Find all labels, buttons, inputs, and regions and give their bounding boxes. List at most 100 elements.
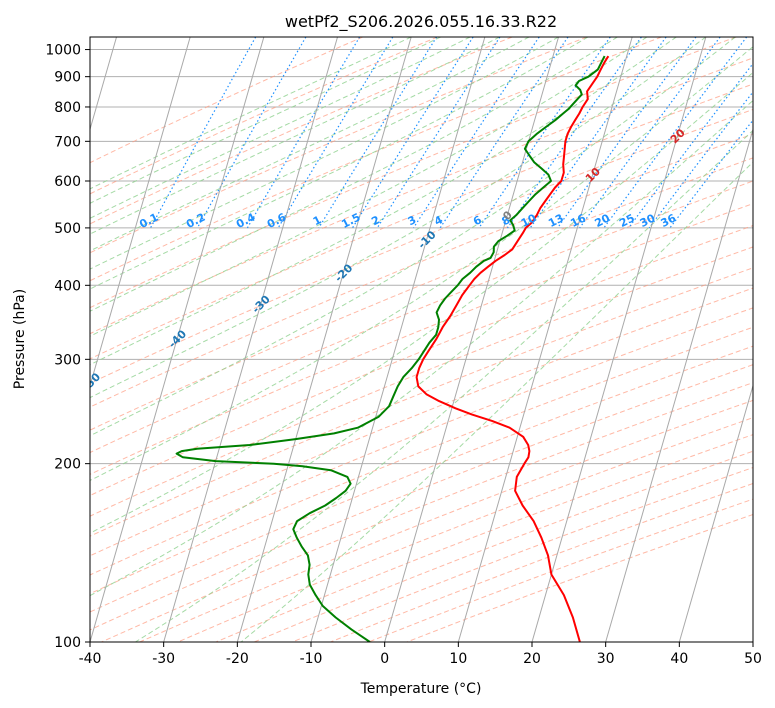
x-tick-label: -20 (226, 651, 249, 667)
dry-adiabat-line (90, 345, 753, 613)
moist-adiabat-line (240, 161, 753, 642)
isotherm-line (605, 127, 753, 642)
mixing-ratio-label: 25 (617, 212, 637, 231)
x-axis-label: Temperature (°C) (360, 681, 482, 697)
mixing-ratio-line (376, 37, 501, 229)
x-tick-label: 40 (670, 651, 688, 667)
mixing-ratio-line (439, 37, 569, 229)
mixing-ratio-line (603, 37, 748, 229)
mixing-ratio-line (669, 119, 753, 229)
mixing-ratio-label: 10 (519, 211, 539, 230)
mixing-ratio-line (412, 37, 540, 229)
isotherm-line (310, 37, 486, 642)
moist-adiabat-line (90, 37, 618, 312)
y-tick-label: 900 (54, 70, 81, 86)
x-tick-label: 0 (380, 651, 389, 667)
isotherm-line (457, 37, 633, 642)
dry-adiabat-line (215, 434, 753, 642)
moist-adiabat-line (90, 37, 441, 204)
mixing-ratio-line (648, 90, 753, 229)
mixing-ratio-label: 20 (593, 211, 613, 230)
isotherm-line (90, 37, 191, 388)
mixing-ratio-line (277, 37, 394, 229)
x-tick-label: -40 (79, 651, 102, 667)
dry-adiabat-line (90, 83, 753, 360)
dry-adiabat-line (90, 133, 753, 408)
dry-adiabat-line (90, 37, 737, 309)
isotherm-line (678, 383, 753, 642)
y-tick-label: 500 (54, 221, 81, 237)
isotherm-line (163, 37, 339, 642)
dry-adiabat-line (90, 307, 753, 576)
isotherm-line (752, 640, 753, 642)
moist-adiabat-line (90, 37, 677, 366)
moist-adiabat-line (90, 71, 753, 534)
moist-adiabat-line (90, 37, 530, 252)
dry-adiabat-line (90, 37, 587, 254)
mixing-ratio-line (579, 37, 721, 229)
moist-adiabat-line (90, 99, 753, 597)
mixing-ratio-line (149, 37, 257, 229)
moist-adiabat-line (90, 37, 589, 290)
dry-adiabat-line (90, 57, 753, 335)
x-tick-label: 10 (449, 651, 467, 667)
y-tick-label: 200 (54, 457, 81, 473)
moist-adiabat-line (90, 37, 707, 399)
isotherm-label: -10 (415, 228, 438, 251)
mixing-ratio-label: 1 (311, 213, 324, 228)
chart-title: wetPf2_S206.2026.055.16.33.R22 (285, 12, 557, 32)
moist-adiabats (90, 37, 753, 642)
isotherm-label: -60 (0, 412, 18, 435)
x-tick-label: -10 (300, 651, 323, 667)
y-tick-label: 600 (54, 174, 81, 190)
moist-adiabat-line (90, 37, 559, 270)
moist-adiabat-line (90, 46, 753, 482)
mixing-ratio-label: 16 (568, 211, 588, 230)
mixing-ratio-line (351, 37, 474, 229)
isotherms (90, 37, 753, 642)
mixing-ratio-line (507, 37, 642, 229)
mixing-ratio-line (478, 37, 611, 229)
dry-adiabats (90, 37, 753, 642)
isotherm-line (236, 37, 412, 642)
data-series (175, 55, 610, 642)
dry-adiabat-line (90, 326, 753, 595)
moist-adiabat-line (90, 37, 412, 190)
isotherm-line (90, 37, 265, 642)
isotherm-label: -40 (166, 327, 189, 350)
moist-adiabat-line (90, 37, 648, 337)
isotherm-line (531, 37, 707, 642)
mixing-ratio-label: 2 (369, 213, 382, 228)
plot-frame (89, 36, 754, 643)
isotherm-label: -30 (250, 292, 273, 315)
dewpoint-profile-line (175, 55, 606, 642)
dry-adiabat-line (90, 287, 753, 557)
y-tick-label: 100 (54, 635, 81, 651)
y-tick-label: 700 (54, 134, 81, 150)
dry-adiabat-line (90, 37, 662, 282)
mixing-ratio-line (557, 37, 697, 229)
dry-adiabat-line (101, 382, 753, 642)
y-tick-label: 800 (54, 100, 81, 116)
x-axis-ticks: -40 -30 -20 -10 0 10 20 30 40 50 (79, 642, 762, 667)
mixing-ratio-label: 13 (546, 212, 566, 231)
mixing-ratio-label: 30 (638, 211, 658, 230)
dry-adiabat-line (90, 37, 438, 195)
y-axis-label: Pressure (hPa) (12, 289, 28, 389)
dry-adiabat-line (254, 450, 753, 642)
y-tick-label: 400 (54, 278, 81, 294)
dry-adiabat-line (90, 267, 753, 537)
isotherm-label: 30 (752, 91, 772, 111)
dry-adiabat-line (90, 364, 753, 631)
mixing-ratio-line (318, 37, 438, 229)
mixing-ratio-line (196, 37, 307, 229)
mixing-ratio-label: 36 (659, 211, 679, 230)
x-tick-label: 20 (523, 651, 541, 667)
plot-area: 0.10.20.40.611.52346810131620253036-100-… (0, 37, 772, 642)
isotherm-label: -20 (332, 261, 355, 284)
isotherm-line (384, 37, 560, 642)
moist-adiabat-line (90, 37, 471, 219)
mixing-ratio-label: 3 (406, 213, 419, 228)
dry-adiabat-line (90, 37, 513, 225)
